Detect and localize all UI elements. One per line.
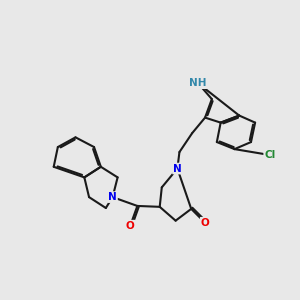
Text: N: N xyxy=(173,164,182,173)
Text: O: O xyxy=(201,218,209,228)
Text: O: O xyxy=(126,221,135,231)
Text: NH: NH xyxy=(189,78,207,88)
Text: Cl: Cl xyxy=(264,150,275,160)
Text: N: N xyxy=(108,192,117,202)
